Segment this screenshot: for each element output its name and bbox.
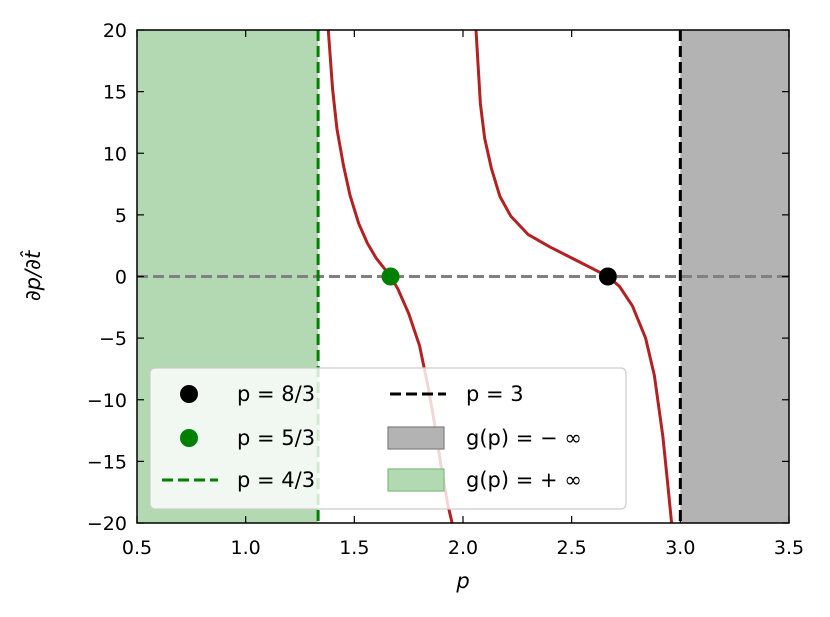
point-0 xyxy=(598,267,617,286)
x-tick-label: 2.0 xyxy=(448,537,478,559)
x-tick-label: 2.5 xyxy=(557,537,587,559)
legend-label-3: p = 3 xyxy=(466,382,524,406)
legend-patch-5 xyxy=(387,468,445,492)
x-tick-label: 1.5 xyxy=(339,537,369,559)
y-tick-label: −15 xyxy=(87,451,127,473)
y-axis-ticks: 20 15 10 5 0 −5 −10 −15 −20 xyxy=(87,20,789,535)
legend-label-1: p = 5/3 xyxy=(237,426,315,450)
y-tick-label: 20 xyxy=(103,20,127,42)
x-tick-label: 1.0 xyxy=(231,537,261,559)
legend: p = 8/3 p = 5/3 p = 4/3 p = 3 g(p) = − ∞ g(p)… xyxy=(149,367,627,510)
legend-marker-0 xyxy=(180,385,198,403)
y-axis-label: ∂p/∂t̂ xyxy=(20,250,45,301)
y-tick-label: −5 xyxy=(99,328,127,350)
y-tick-label: −10 xyxy=(87,390,127,412)
y-tick-label: 15 xyxy=(103,82,127,104)
x-axis-label: p xyxy=(455,569,469,593)
legend-patch-4 xyxy=(387,426,445,450)
legend-marker-1 xyxy=(180,429,198,447)
point-1 xyxy=(381,267,400,286)
points-layer xyxy=(381,267,617,286)
y-tick-label: −20 xyxy=(87,513,127,535)
y-tick-label: 5 xyxy=(115,205,127,227)
y-tick-label: 0 xyxy=(115,267,127,289)
legend-label-2: p = 4/3 xyxy=(237,468,315,492)
x-tick-label: 0.5 xyxy=(122,537,152,559)
x-tick-label: 3.5 xyxy=(774,537,804,559)
x-tick-label: 3.0 xyxy=(665,537,695,559)
y-tick-label: 10 xyxy=(103,143,127,165)
legend-label-4: g(p) = − ∞ xyxy=(466,426,582,450)
x-axis-ticks: 0.5 1.0 1.5 2.0 2.5 3.0 3.5 xyxy=(122,30,804,559)
legend-label-5: g(p) = + ∞ xyxy=(466,468,582,492)
legend-label-0: p = 8/3 xyxy=(237,382,315,406)
